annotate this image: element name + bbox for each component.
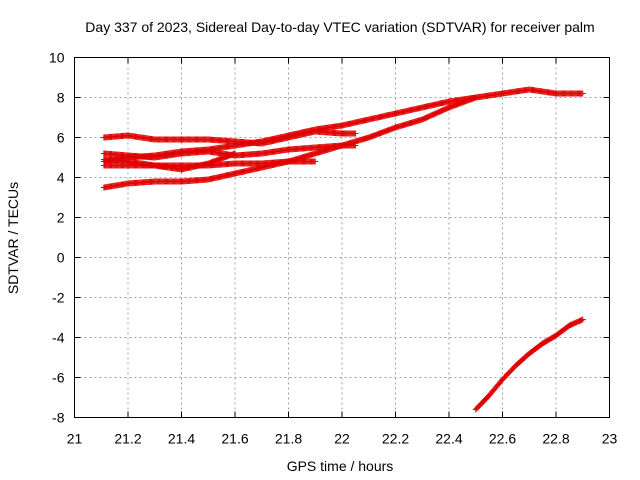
x-tick-label: 21.8 (275, 431, 302, 447)
data-point (472, 94, 479, 101)
x-tick-label: 21 (67, 431, 83, 447)
x-tick-label: 22.4 (435, 431, 462, 447)
x-tick-label: 22.2 (382, 431, 409, 447)
y-tick-label: 10 (49, 50, 65, 66)
series-track-g (472, 316, 586, 413)
data-point (312, 158, 319, 165)
series-track-c (100, 128, 359, 147)
x-tick-label: 21.6 (221, 431, 248, 447)
y-tick-label: -4 (52, 330, 65, 346)
series-track-d (100, 142, 359, 161)
data-point (232, 150, 238, 157)
y-tick-label: -2 (52, 290, 65, 306)
y-tick-label: 2 (57, 210, 65, 226)
y-tick-label: -8 (52, 410, 65, 426)
tick-labels: 21 21.2 21.4 21.6 21.8 22 22.2 22.4 22.6 22.8 23 -8… (49, 50, 618, 447)
y-tick-label: 4 (57, 170, 65, 186)
data-points (100, 86, 586, 413)
x-tick-label: 22 (334, 431, 350, 447)
x-tick-label: 23 (602, 431, 618, 447)
x-axis-label: GPS time / hours (287, 458, 394, 474)
x-tick-label: 21.4 (168, 431, 195, 447)
series-track-f (100, 150, 238, 173)
data-point (352, 130, 359, 137)
axis-ticks (74, 57, 610, 418)
x-tick-label: 21.2 (114, 431, 141, 447)
grid (74, 57, 610, 418)
y-tick-label: 6 (57, 130, 65, 146)
data-point (579, 90, 586, 97)
y-tick-label: -6 (52, 370, 65, 386)
y-tick-label: 0 (57, 250, 65, 266)
data-point (352, 142, 359, 149)
y-tick-label: 8 (57, 90, 65, 106)
x-tick-label: 22.8 (542, 431, 569, 447)
chart-title: Day 337 of 2023, Sidereal Day-to-day VTE… (85, 19, 594, 35)
data-point (579, 316, 586, 323)
x-tick-label: 22.6 (489, 431, 516, 447)
y-axis-label: SDTVAR / TECUs (5, 182, 21, 294)
